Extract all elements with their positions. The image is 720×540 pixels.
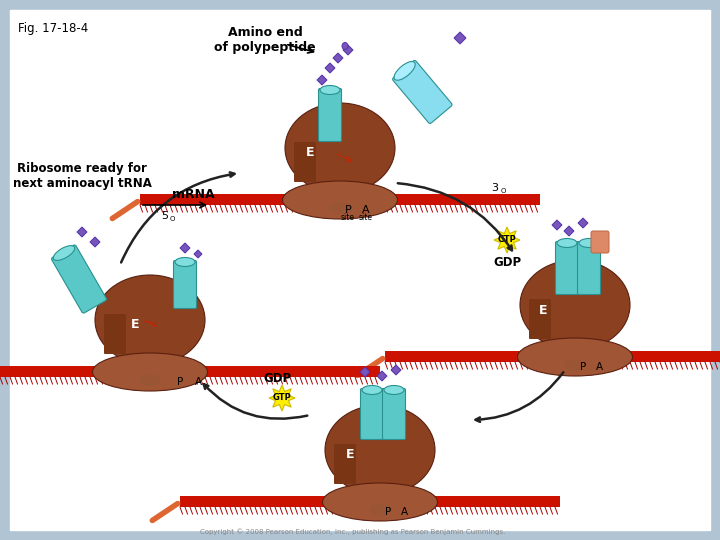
Text: P: P (177, 377, 183, 387)
Text: mRNA: mRNA (172, 188, 215, 201)
Text: O: O (169, 216, 175, 222)
Ellipse shape (518, 338, 632, 376)
FancyBboxPatch shape (577, 241, 600, 294)
FancyBboxPatch shape (556, 241, 578, 294)
FancyBboxPatch shape (334, 444, 356, 484)
Ellipse shape (369, 504, 391, 516)
FancyBboxPatch shape (104, 314, 126, 354)
Text: Copyright © 2008 Pearson Education, Inc., publishing as Pearson Benjamin Cumming: Copyright © 2008 Pearson Education, Inc.… (200, 528, 505, 535)
Text: Fig. 17-18-4: Fig. 17-18-4 (18, 22, 89, 35)
Ellipse shape (285, 103, 395, 193)
Text: E: E (539, 303, 547, 316)
Text: A: A (194, 377, 202, 387)
Ellipse shape (329, 202, 351, 214)
Text: P: P (580, 362, 586, 372)
Ellipse shape (564, 359, 586, 371)
Ellipse shape (175, 258, 195, 267)
Text: E: E (306, 146, 314, 159)
Text: Amino end
of polypeptide: Amino end of polypeptide (214, 26, 316, 54)
FancyArrowPatch shape (153, 503, 178, 521)
Text: A: A (362, 205, 370, 215)
Text: O: O (500, 188, 505, 194)
FancyBboxPatch shape (361, 388, 384, 440)
Text: GTP: GTP (273, 394, 292, 402)
FancyBboxPatch shape (318, 89, 341, 141)
Polygon shape (494, 227, 520, 253)
FancyBboxPatch shape (52, 245, 107, 313)
Bar (140, 194, 540, 205)
FancyBboxPatch shape (174, 260, 197, 308)
Text: P: P (385, 507, 391, 517)
Text: E: E (346, 449, 354, 462)
Text: GDP: GDP (493, 255, 521, 268)
FancyBboxPatch shape (529, 299, 551, 339)
FancyBboxPatch shape (10, 10, 710, 530)
Ellipse shape (342, 43, 348, 50)
Ellipse shape (320, 85, 340, 94)
Bar (0, 366, 380, 377)
Text: 3: 3 (492, 183, 498, 193)
Ellipse shape (53, 246, 75, 260)
FancyBboxPatch shape (382, 388, 405, 440)
Ellipse shape (520, 260, 630, 350)
Ellipse shape (95, 275, 205, 365)
Ellipse shape (362, 386, 382, 395)
Ellipse shape (139, 374, 161, 386)
Ellipse shape (323, 483, 438, 521)
Text: 5: 5 (161, 211, 168, 221)
Ellipse shape (92, 353, 207, 391)
Text: A: A (400, 507, 408, 517)
Ellipse shape (325, 405, 435, 495)
Text: GTP: GTP (498, 235, 516, 245)
FancyBboxPatch shape (591, 231, 609, 253)
Ellipse shape (557, 239, 577, 247)
FancyArrowPatch shape (357, 359, 383, 375)
Ellipse shape (579, 239, 599, 247)
Text: A: A (595, 362, 603, 372)
Text: Ribosome ready for
next aminoacyl tRNA: Ribosome ready for next aminoacyl tRNA (12, 162, 151, 190)
Text: site: site (341, 213, 355, 221)
Text: site: site (359, 213, 373, 221)
Bar (180, 496, 560, 507)
Ellipse shape (282, 181, 397, 219)
Text: GDP: GDP (263, 372, 291, 384)
Text: P: P (345, 205, 351, 215)
Ellipse shape (384, 386, 404, 395)
Ellipse shape (394, 62, 415, 80)
Bar (385, 351, 720, 362)
Polygon shape (269, 385, 295, 411)
FancyBboxPatch shape (294, 142, 316, 182)
Text: E: E (131, 319, 139, 332)
FancyBboxPatch shape (392, 60, 452, 124)
FancyArrowPatch shape (112, 201, 138, 219)
